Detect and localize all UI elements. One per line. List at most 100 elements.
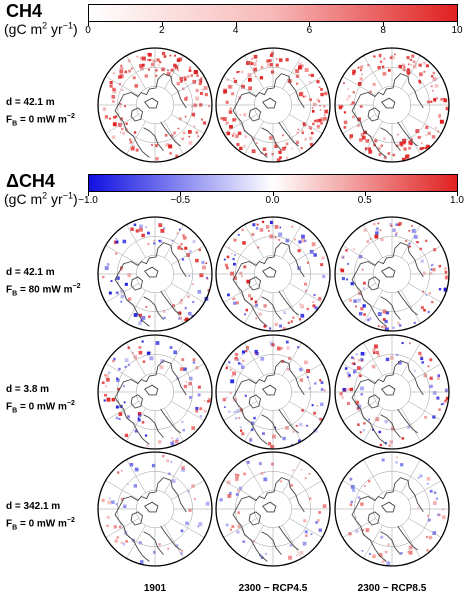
coastline xyxy=(356,360,410,390)
meridian-gridline xyxy=(408,245,442,265)
ch4-flux-cell xyxy=(168,144,173,149)
dch4-flux-cell xyxy=(197,385,201,389)
coastline xyxy=(248,276,261,291)
dch4-flux-cell xyxy=(181,420,184,423)
dch4-flux-cell xyxy=(363,422,366,425)
dch4-flux-cell xyxy=(229,391,232,395)
dch4-flux-cell xyxy=(106,515,110,519)
ch4-units: (gC m2 yr−1) xyxy=(4,21,78,36)
dch4-flux-cell xyxy=(240,365,245,369)
ch4-flux-cell xyxy=(434,126,437,130)
dch4-flux-cell xyxy=(378,430,381,434)
polar-map xyxy=(215,334,331,450)
ch4-flux-cell xyxy=(165,143,170,147)
coastline xyxy=(160,121,181,147)
ch4-flux-cell xyxy=(176,81,181,86)
ch4-flux-cell xyxy=(432,77,437,81)
dch4-flux-cell xyxy=(422,271,426,275)
ch4-flux-cell xyxy=(178,117,182,121)
dch4-flux-cell xyxy=(350,282,354,286)
ch4-flux-cell xyxy=(431,74,434,78)
dch4-flux-cell xyxy=(443,400,447,403)
dch4-flux-cell xyxy=(408,230,411,232)
meridian-gridline xyxy=(282,525,302,559)
dch4-flux-cell xyxy=(268,327,272,330)
dch4-flux-cell xyxy=(239,429,243,432)
ch4-flux-cell xyxy=(238,71,240,73)
dch4-flux-cell xyxy=(189,395,193,399)
dch4-flux-cell xyxy=(346,278,349,281)
dch4-flux-cell xyxy=(419,474,423,478)
dch4-flux-cell xyxy=(180,549,183,552)
dch4-flux-cell xyxy=(444,388,449,392)
dch4-flux-cell xyxy=(253,416,256,420)
ch4-flux-cell xyxy=(438,113,441,116)
row-flux: FB = 80 mW m−2 xyxy=(6,283,81,298)
ch4-flux-cell xyxy=(298,65,302,70)
dch4-flux-cell xyxy=(162,455,165,458)
meridian-gridline xyxy=(342,518,376,538)
latitude-gridline xyxy=(253,489,293,529)
coastline xyxy=(114,270,150,327)
coastline xyxy=(408,487,424,513)
dch4-flux-cell xyxy=(231,252,233,255)
ch4-flux-cell xyxy=(380,144,383,147)
dch4-flux-cell xyxy=(180,552,183,555)
ch4-flux-cell xyxy=(148,68,150,71)
ch4-flux-cell xyxy=(161,51,166,56)
dch4-flux-cell xyxy=(445,396,449,400)
dch4-flux-cell xyxy=(158,223,163,228)
dch4-flux-cell xyxy=(255,352,259,356)
ch4-flux-cell xyxy=(426,144,430,149)
colorbar-tick xyxy=(457,21,458,26)
ch4-flux-cell xyxy=(112,72,115,75)
coastline xyxy=(261,296,282,320)
ch4-flux-cell xyxy=(319,109,322,111)
dch4-flux-cell xyxy=(381,325,384,329)
ch4-flux-cell xyxy=(320,92,324,97)
dch4-flux-cell xyxy=(395,231,398,235)
dch4-flux-cell xyxy=(229,528,232,531)
ch4-flux-cell xyxy=(140,57,144,61)
ch4-flux-cell xyxy=(196,74,199,77)
dch4-flux-cell xyxy=(181,258,185,261)
dch4-flux-cell xyxy=(246,460,250,464)
dch4-flux-cell xyxy=(252,223,256,227)
dch4-flux-cell xyxy=(231,525,235,529)
column-label-rcp85: 2300 − RCP8.5 xyxy=(357,583,427,594)
dch4-flux-cell xyxy=(113,525,118,529)
latitude-gridline xyxy=(372,489,412,529)
meridian-gridline xyxy=(363,55,383,89)
dch4-flux-cell xyxy=(139,227,143,232)
dch4-flux-cell xyxy=(239,271,243,275)
ch4-flux-cell xyxy=(119,66,124,71)
latitude-gridline xyxy=(253,254,293,294)
coastline xyxy=(380,127,401,151)
dch4-flux-cell xyxy=(346,371,350,376)
dch4-flux-cell xyxy=(241,228,244,231)
ch4-flux-cell xyxy=(189,66,192,69)
dch4-flux-cell xyxy=(373,222,376,226)
dch4-flux-cell xyxy=(360,351,365,356)
coastline xyxy=(114,388,150,445)
ch4-flux-cell xyxy=(266,63,271,67)
ch4-flux-cell xyxy=(324,109,329,114)
ch4-flux-cell xyxy=(310,128,312,130)
dch4-flux-cell xyxy=(357,496,361,499)
ch4-flux-cell xyxy=(319,105,321,107)
ch4-flux-cell xyxy=(440,121,443,124)
polar-map xyxy=(97,47,213,163)
coastline xyxy=(237,477,291,507)
dch4-flux-cell xyxy=(122,542,126,546)
coastline xyxy=(114,505,150,562)
dch4-flux-cell xyxy=(313,253,317,257)
ch4-flux-cell xyxy=(118,82,121,86)
ch4-flux-cell xyxy=(121,88,124,91)
dch4-flux-cell xyxy=(188,250,192,254)
ch4-flux-cell xyxy=(243,113,247,117)
dch4-flux-cell xyxy=(104,374,107,377)
ch4-flux-cell xyxy=(163,55,167,58)
colorbar-tick-label: 0.0 xyxy=(265,195,280,206)
colorbar-tick-label: −1.0 xyxy=(78,195,98,206)
ch4-flux-cell xyxy=(426,100,430,104)
